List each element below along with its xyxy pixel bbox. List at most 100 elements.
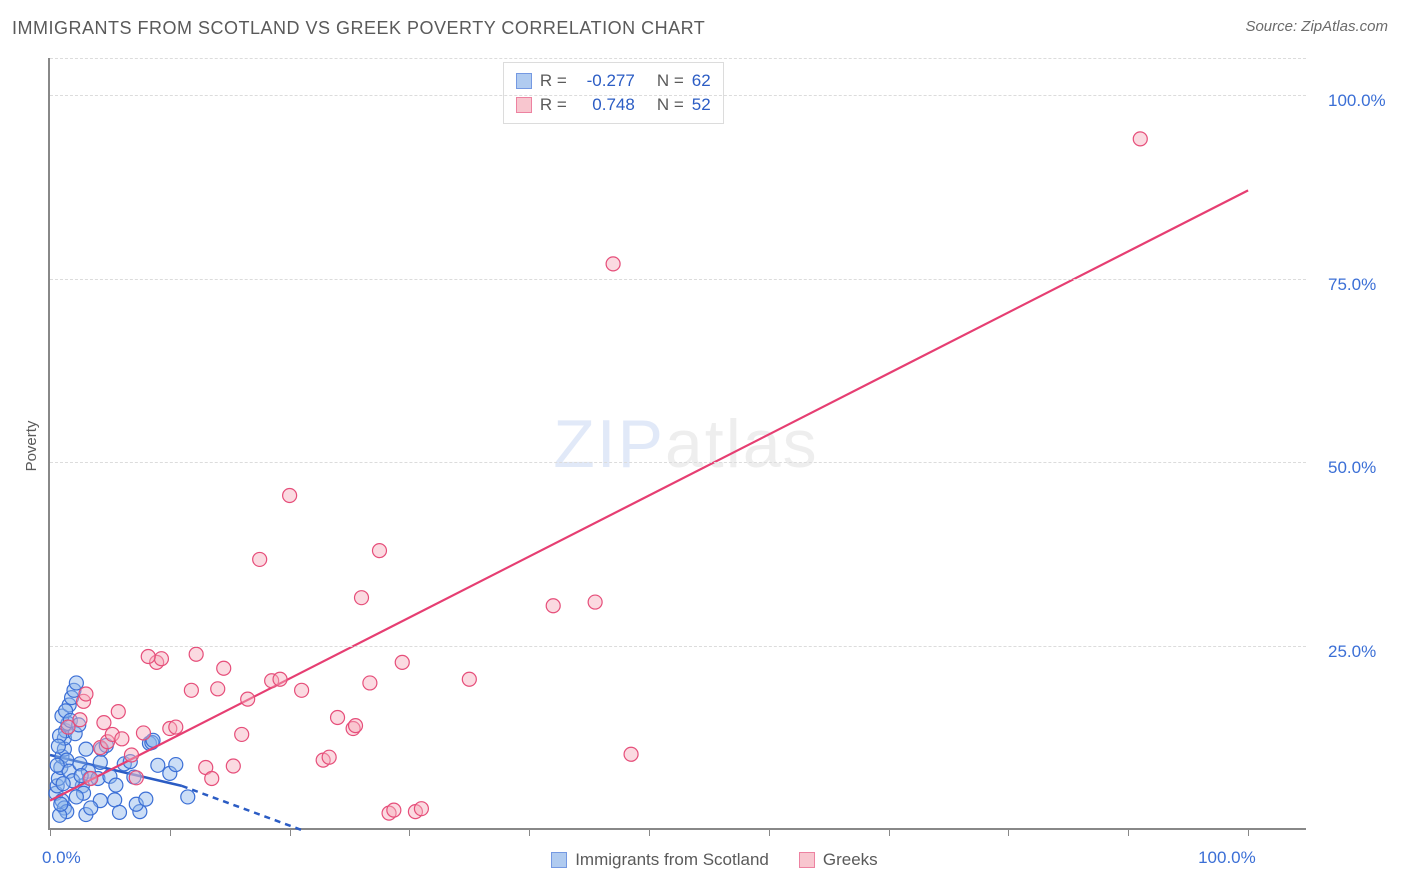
correlation-legend: R = -0.277 N = 62 R = 0.748 N = 52 [503, 62, 724, 124]
data-point [624, 747, 638, 761]
data-point [546, 599, 560, 613]
legend-r-label: R = [540, 71, 567, 91]
gridline [50, 95, 1306, 96]
y-tick-label: 50.0% [1306, 458, 1376, 478]
data-point [295, 683, 309, 697]
data-point [112, 805, 126, 819]
data-point [69, 790, 83, 804]
data-point [462, 672, 476, 686]
data-point [414, 802, 428, 816]
legend-row: R = 0.748 N = 52 [516, 93, 711, 117]
legend-swatch [799, 852, 815, 868]
legend-row: R = -0.277 N = 62 [516, 69, 711, 93]
data-point [50, 758, 64, 772]
legend-n-label: N = [657, 71, 684, 91]
data-point [73, 713, 87, 727]
gridline [50, 279, 1306, 280]
legend-n-value: 62 [692, 71, 711, 91]
x-tick-label: 0.0% [42, 828, 81, 868]
data-point [54, 797, 68, 811]
data-point [235, 727, 249, 741]
data-point [129, 771, 143, 785]
data-point [181, 790, 195, 804]
data-point [169, 758, 183, 772]
data-point [136, 726, 150, 740]
data-point [273, 672, 287, 686]
data-point [84, 772, 98, 786]
x-tick [649, 828, 650, 836]
data-point [154, 652, 168, 666]
legend-swatch [516, 97, 532, 113]
data-point [56, 777, 70, 791]
data-point [211, 682, 225, 696]
data-point [363, 676, 377, 690]
data-point [355, 591, 369, 605]
data-point [189, 647, 203, 661]
trend-line-dash [182, 786, 302, 830]
x-tick [409, 828, 410, 836]
data-point [51, 739, 65, 753]
plot-svg [50, 58, 1308, 830]
data-point [79, 742, 93, 756]
data-point [139, 792, 153, 806]
data-point [588, 595, 602, 609]
x-tick [290, 828, 291, 836]
data-point [241, 692, 255, 706]
data-point [115, 732, 129, 746]
series-label: Immigrants from Scotland [575, 850, 769, 870]
data-point [111, 705, 125, 719]
data-point [606, 257, 620, 271]
x-tick [889, 828, 890, 836]
data-point [1133, 132, 1147, 146]
x-tick [170, 828, 171, 836]
x-tick [1128, 828, 1129, 836]
scatter-plot: ZIPatlas R = -0.277N = 62R = 0.748N = 52… [48, 58, 1306, 830]
data-point [109, 778, 123, 792]
data-point [322, 750, 336, 764]
legend-n-label: N = [657, 95, 684, 115]
data-point [169, 720, 183, 734]
data-point [253, 552, 267, 566]
x-tick-label: 100.0% [1198, 828, 1256, 868]
y-tick-label: 100.0% [1306, 91, 1386, 111]
data-point [226, 759, 240, 773]
data-point [84, 801, 98, 815]
y-axis-label: Poverty [23, 421, 40, 472]
x-tick [1008, 828, 1009, 836]
series-legend: Immigrants from Scotland Greeks [551, 850, 877, 870]
gridline [50, 462, 1306, 463]
data-point [184, 683, 198, 697]
legend-r-value: 0.748 [575, 95, 635, 115]
data-point [349, 719, 363, 733]
data-point [97, 716, 111, 730]
trend-line [50, 190, 1248, 800]
legend-swatch [551, 852, 567, 868]
data-point [387, 803, 401, 817]
gridline [50, 646, 1306, 647]
legend-n-value: 52 [692, 95, 711, 115]
data-point [93, 755, 107, 769]
data-point [205, 772, 219, 786]
legend-swatch [516, 73, 532, 89]
bottom-legend-item: Immigrants from Scotland [551, 850, 769, 870]
source-label: Source: ZipAtlas.com [1245, 18, 1388, 35]
data-point [331, 711, 345, 725]
chart-title: IMMIGRANTS FROM SCOTLAND VS GREEK POVERT… [12, 18, 705, 39]
data-point [283, 488, 297, 502]
data-point [217, 661, 231, 675]
data-point [79, 687, 93, 701]
bottom-legend-item: Greeks [799, 850, 878, 870]
series-label: Greeks [823, 850, 878, 870]
y-tick-label: 25.0% [1306, 642, 1376, 662]
x-tick [769, 828, 770, 836]
data-point [69, 676, 83, 690]
x-tick [529, 828, 530, 836]
data-point [151, 758, 165, 772]
gridline [50, 58, 1306, 59]
y-tick-label: 75.0% [1306, 275, 1376, 295]
data-point [124, 748, 138, 762]
data-point [395, 655, 409, 669]
data-point [141, 649, 155, 663]
legend-r-label: R = [540, 95, 567, 115]
legend-r-value: -0.277 [575, 71, 635, 91]
